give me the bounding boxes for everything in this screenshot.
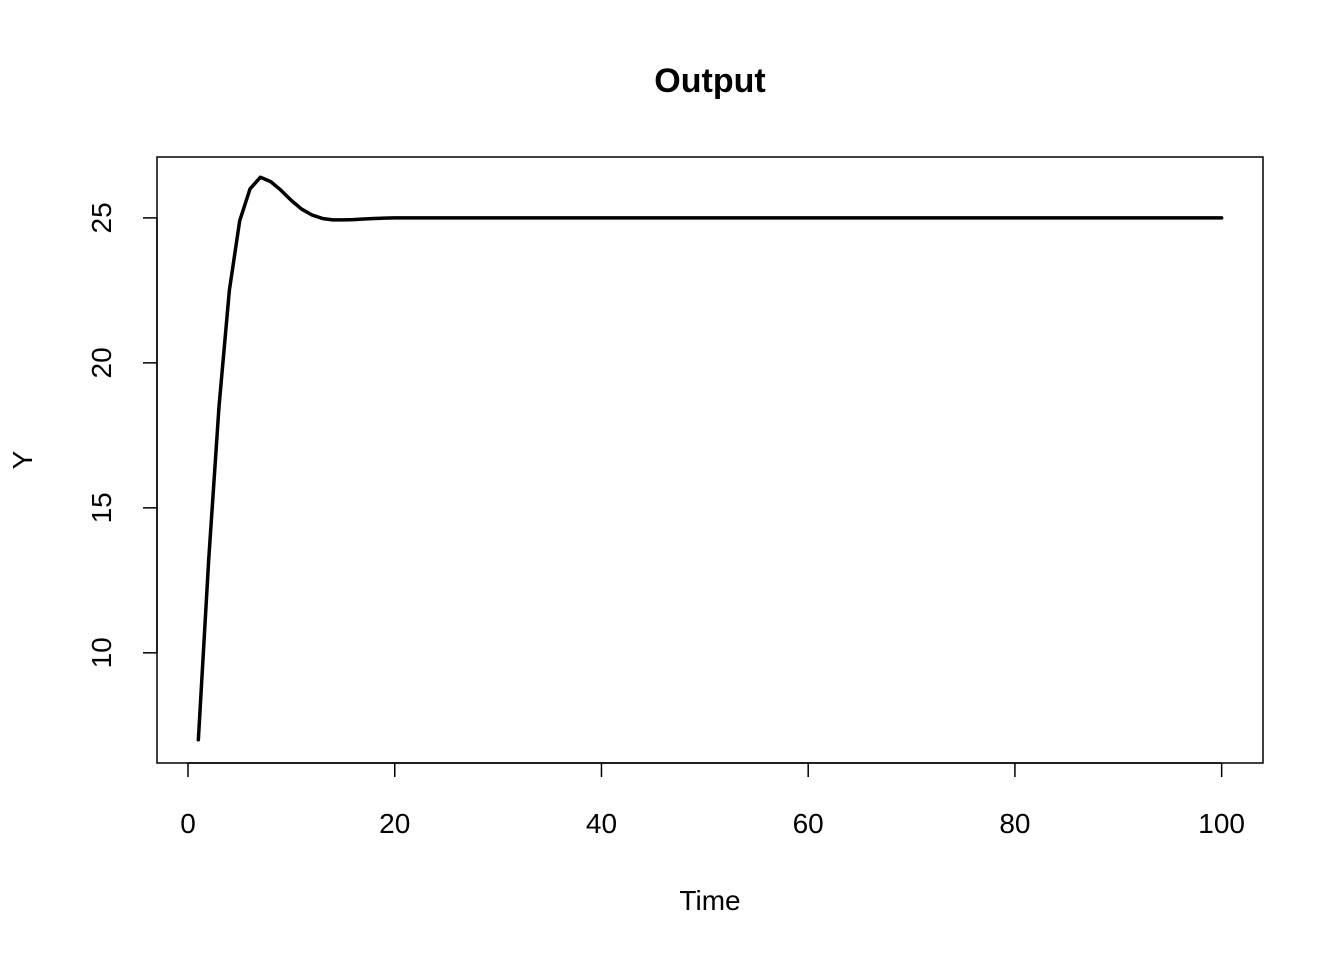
y-tick-label: 15 [86, 492, 117, 523]
x-tick-label: 0 [180, 808, 196, 839]
chart-title: Output [654, 62, 765, 100]
x-axis-label: Time [679, 885, 740, 916]
x-tick-label: 80 [999, 808, 1030, 839]
y-axis-label: Y [7, 450, 38, 469]
x-tick-label: 60 [793, 808, 824, 839]
series-line [196, 175, 1224, 742]
x-tick-label: 20 [379, 808, 410, 839]
series-layer [196, 175, 1224, 742]
y-tick-label: 10 [86, 637, 117, 668]
x-axis: 0 20 40 60 80 100 [180, 762, 1245, 839]
y-tick-label: 20 [86, 347, 117, 378]
y-tick-label: 25 [86, 202, 117, 233]
plot-frame [156, 156, 1264, 764]
y-axis: 10 15 20 25 [86, 202, 158, 668]
x-tick-label: 40 [586, 808, 617, 839]
x-tick-label: 100 [1198, 808, 1245, 839]
